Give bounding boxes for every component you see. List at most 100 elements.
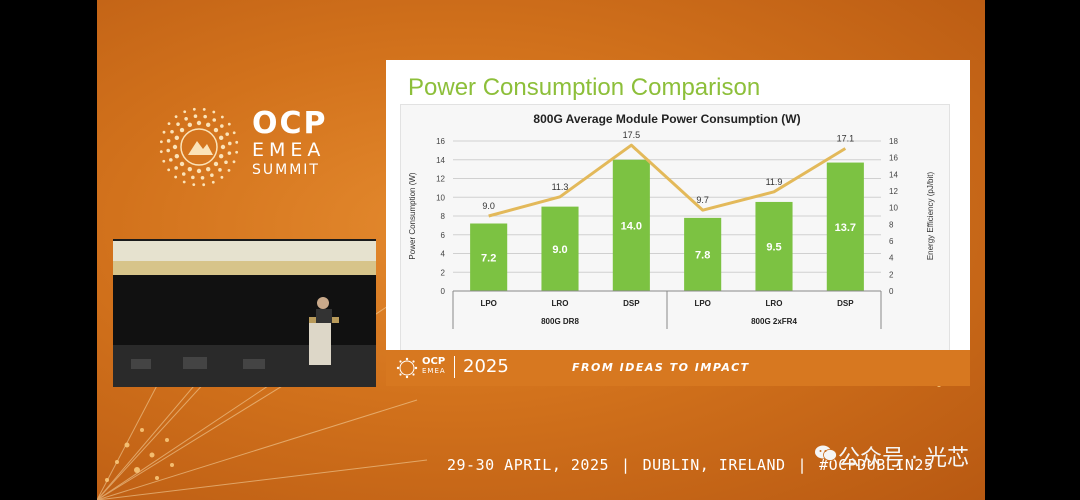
x-tick-label: LRO bbox=[552, 299, 569, 308]
strip-logo-ocp: OCP bbox=[422, 356, 446, 367]
wechat-icon bbox=[815, 445, 837, 461]
logo-dot bbox=[179, 161, 185, 167]
logo-dot bbox=[181, 172, 186, 176]
logo-dot bbox=[220, 124, 224, 128]
y-axis-title: Power Consumption (W) bbox=[408, 172, 417, 259]
bar bbox=[684, 217, 722, 291]
x-tick-label: LRO bbox=[766, 299, 783, 308]
bar bbox=[541, 206, 579, 291]
strip-logo: OCP EMEA bbox=[396, 357, 445, 383]
logo-dot bbox=[196, 120, 202, 126]
strip-year: 2025 bbox=[454, 356, 509, 378]
y2-tick-label: 6 bbox=[889, 237, 894, 246]
logo-dot bbox=[210, 173, 214, 177]
logo-dot bbox=[213, 127, 219, 133]
logo-dot bbox=[187, 122, 193, 128]
logo-dot bbox=[232, 131, 236, 135]
bar bbox=[755, 201, 793, 291]
y2-tick-label: 4 bbox=[889, 254, 894, 263]
power-consumption-chart: 800G Average Module Power Consumption (W… bbox=[408, 112, 935, 329]
y2-tick-label: 16 bbox=[889, 154, 898, 163]
logo-dot bbox=[218, 153, 224, 159]
logo-dot bbox=[159, 150, 163, 154]
logo-dot bbox=[167, 122, 171, 126]
y-tick-label: 4 bbox=[441, 250, 446, 259]
logo-dot bbox=[174, 175, 178, 179]
y2-tick-label: 14 bbox=[889, 170, 898, 179]
logo-dot bbox=[162, 159, 166, 163]
x-tick-label: DSP bbox=[837, 299, 854, 308]
logo-dot bbox=[174, 115, 178, 119]
y2-tick-label: 0 bbox=[889, 287, 894, 296]
presentation-slide: Power Consumption Comparison 800G Averag… bbox=[386, 60, 970, 386]
group-label: 800G DR8 bbox=[541, 317, 579, 326]
logo-dot bbox=[174, 135, 180, 141]
y-tick-label: 6 bbox=[441, 231, 446, 240]
logo-dot bbox=[193, 114, 198, 119]
y-tick-label: 8 bbox=[441, 212, 446, 221]
slide-footer-strip: OCP EMEA 2025 FROM IDEAS TO IMPACT bbox=[386, 350, 970, 386]
logo-dot bbox=[179, 127, 185, 133]
logo-dot bbox=[159, 140, 163, 144]
logo-dot bbox=[218, 168, 222, 172]
y-tick-label: 14 bbox=[436, 156, 445, 165]
event-date: 29-30 APRIL, 2025 bbox=[447, 456, 610, 474]
logo-dot bbox=[235, 150, 239, 154]
bar bbox=[612, 159, 650, 291]
bar-value-label: 13.7 bbox=[835, 222, 856, 234]
ocp-sunburst-icon bbox=[159, 107, 239, 187]
chart-panel: 800G Average Module Power Consumption (W… bbox=[400, 104, 950, 352]
logo-dot bbox=[220, 175, 224, 179]
logo-dot bbox=[174, 166, 178, 170]
line-value-label: 17.5 bbox=[623, 130, 641, 140]
speaker-video-feed bbox=[113, 239, 376, 387]
footer-separator: | bbox=[797, 456, 808, 474]
logo-dot bbox=[220, 115, 224, 119]
logo-dot bbox=[184, 117, 188, 121]
y2-tick-label: 10 bbox=[889, 204, 898, 213]
x-tick-label: DSP bbox=[623, 299, 640, 308]
logo-dot bbox=[232, 160, 236, 164]
y-tick-label: 0 bbox=[441, 287, 446, 296]
watermark-text: 公众号 · 光芯 bbox=[838, 446, 969, 471]
logo-dot bbox=[187, 166, 193, 172]
logo-dot bbox=[166, 148, 171, 153]
logo-dot bbox=[176, 122, 180, 126]
line-value-label: 9.7 bbox=[696, 195, 709, 205]
logo-line-ocp: OCP bbox=[252, 106, 328, 141]
strip-sunburst-icon bbox=[396, 357, 418, 379]
logo-dot bbox=[218, 135, 224, 141]
footer-separator: | bbox=[621, 456, 631, 474]
logo-dot bbox=[227, 151, 232, 155]
logo-dot bbox=[162, 130, 166, 134]
logo-line-summit: SUMMIT bbox=[252, 162, 320, 178]
bar-value-label: 14.0 bbox=[621, 220, 642, 232]
logo-dot bbox=[211, 180, 215, 184]
bar-value-label: 9.0 bbox=[552, 244, 567, 256]
bar-value-label: 7.8 bbox=[695, 249, 710, 261]
logo-dot bbox=[192, 107, 196, 111]
line-value-label: 11.9 bbox=[766, 177, 783, 187]
bar bbox=[826, 162, 864, 291]
logo-dot bbox=[235, 140, 239, 144]
event-hashtag: #OCPDUBLIN25 bbox=[819, 456, 934, 474]
logo-dot bbox=[227, 141, 232, 146]
line-value-label: 9.0 bbox=[482, 201, 495, 211]
logo-dot bbox=[170, 129, 174, 134]
y-tick-label: 10 bbox=[436, 193, 445, 202]
logo-dot bbox=[166, 139, 171, 143]
y2-axis-title: Energy Efficiency (pJ/bit) bbox=[926, 172, 935, 261]
event-location: DUBLIN, IRELAND bbox=[642, 456, 786, 474]
logo-dot bbox=[203, 114, 207, 119]
y2-tick-label: 18 bbox=[889, 137, 898, 146]
line-value-label: 17.1 bbox=[837, 134, 855, 144]
logo-dot bbox=[174, 153, 180, 159]
logo-dot bbox=[220, 144, 226, 150]
logo-dot bbox=[205, 166, 211, 172]
logo-dot bbox=[227, 122, 231, 126]
logo-dot bbox=[169, 158, 173, 162]
logo-dot bbox=[202, 107, 206, 111]
y-tick-label: 2 bbox=[441, 268, 446, 277]
logo-dot bbox=[212, 118, 217, 122]
strip-logo-emea: EMEA bbox=[422, 367, 446, 375]
